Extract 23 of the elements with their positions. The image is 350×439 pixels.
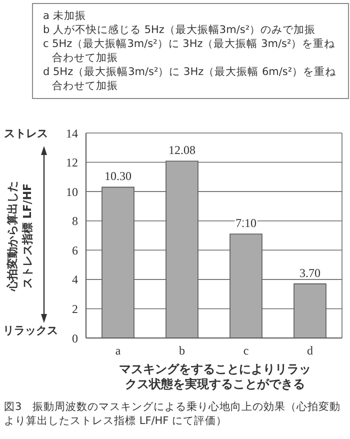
y-tick-label: 10: [66, 184, 78, 199]
data-label: 3.70: [300, 266, 320, 280]
y-tick-label: 14: [66, 126, 78, 140]
x-axis-title: マスキングをすることによりリラックス状態を実現することができる: [118, 362, 312, 392]
y-tick-label: 2: [72, 302, 78, 316]
x-tick-label: c: [243, 344, 249, 358]
y-tick-label: 0: [72, 331, 78, 346]
text: d 5Hz（最大振幅3m/s²）に 3Hz（最大振幅 6m/s²）を重ね合わせて加振: [43, 65, 338, 93]
x-tick-label: a: [115, 344, 122, 358]
y-tick-label: 6: [72, 243, 78, 258]
text: リラックス: [3, 324, 58, 337]
data-label: 12.08: [168, 143, 196, 158]
y-tick-label: 8: [72, 214, 78, 228]
x-tick-label: b: [179, 344, 185, 358]
y-axis-title: 心拍変動から算出したストレス指標 LF/HF: [5, 180, 35, 294]
y-tick-label: 12: [66, 156, 78, 170]
text: b 人が不快に感じる 5Hz（最大振幅3m/s²）のみで加振: [43, 23, 317, 37]
caption: 図3 振動周波数のマスキングによる乗り心地向上の効果（心拍変動より算出したストレス指標 LF/HF にて評価）: [4, 400, 342, 428]
x-tick-label: d: [307, 344, 313, 358]
y-tick-label: 4: [72, 272, 78, 287]
data-label: 10.30: [104, 169, 132, 184]
text: ストレス: [4, 127, 48, 140]
text: a 未加振: [43, 9, 87, 23]
